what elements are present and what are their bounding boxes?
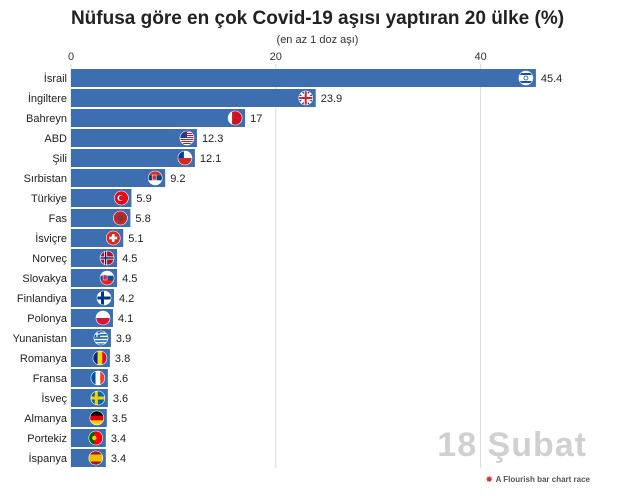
category-label: Finlandiya <box>17 293 68 305</box>
bar <box>71 169 166 187</box>
category-label: Almanya <box>24 413 68 425</box>
category-label: Fas <box>49 213 68 225</box>
serbia-flag-icon <box>147 170 163 186</box>
norway-flag-icon <box>99 250 115 266</box>
value-label: 3.4 <box>111 433 126 445</box>
bar-row: İngiltere 23.9 <box>28 89 342 107</box>
bar-row: Norveç 4.5 <box>32 249 137 267</box>
x-tick-label: 0 <box>68 51 74 63</box>
bar-row: İsveç 3.6 <box>41 389 128 407</box>
chart-subtitle: (en az 1 doz aşı) <box>276 34 359 46</box>
morocco-flag-icon <box>113 210 128 226</box>
category-label: Şili <box>52 153 67 165</box>
category-label: ABD <box>44 133 67 145</box>
bar <box>71 89 316 107</box>
value-label: 5.9 <box>136 193 151 205</box>
bar <box>71 149 195 167</box>
bar-row: Fas 5.8 <box>49 209 151 227</box>
category-label: Norveç <box>32 253 67 265</box>
romania-flag-icon <box>92 350 108 366</box>
chart-title: Nüfusa göre en çok Covid-19 aşısı yaptır… <box>70 8 565 29</box>
bar-row: Polonya 4.1 <box>27 309 133 327</box>
value-label: 12.3 <box>202 133 223 145</box>
bar-row: Sırbistan 9.2 <box>24 169 186 187</box>
category-label: İsrail <box>44 72 67 85</box>
bar-row: Fransa 3.6 <box>33 369 128 387</box>
value-label: 3.6 <box>113 393 128 405</box>
x-tick-label: 20 <box>270 51 282 63</box>
bar-row: Bahreyn 17 <box>26 109 262 127</box>
bar-row: Finlandiya 4.2 <box>17 289 134 307</box>
value-label: 4.2 <box>119 293 134 305</box>
value-label: 3.9 <box>116 333 131 345</box>
usa-flag-icon <box>179 130 195 146</box>
turkey-flag-icon <box>114 190 129 206</box>
category-label: Fransa <box>33 373 68 385</box>
value-label: 3.5 <box>112 413 127 425</box>
bar-row: Şili 12.1 <box>52 149 221 167</box>
category-label: Sırbistan <box>24 173 67 185</box>
israel-flag-icon <box>518 70 534 86</box>
category-label: Polonya <box>27 313 68 325</box>
bar-row: ABD 12.3 <box>44 129 223 147</box>
x-tick-label: 40 <box>474 51 486 63</box>
bar-row: İsrail 45.4 <box>44 69 562 87</box>
bar <box>71 69 536 87</box>
slovakia-flag-icon <box>99 270 115 286</box>
spain-flag-icon <box>88 450 104 466</box>
bar-row: Portekiz 3.4 <box>27 429 126 447</box>
category-label: Bahreyn <box>26 113 67 125</box>
category-label: İspanya <box>28 452 67 465</box>
flourish-credit[interactable]: ✸ A Flourish bar chart race <box>486 475 590 484</box>
category-label: Romanya <box>20 353 68 365</box>
category-label: İngiltere <box>28 92 67 105</box>
value-label: 23.9 <box>321 93 342 105</box>
chile-flag-icon <box>177 150 193 166</box>
portugal-flag-icon <box>88 430 104 446</box>
bar-row: Slovakya 4.5 <box>22 269 137 287</box>
credit-text: A Flourish bar chart race <box>495 475 590 484</box>
category-label: İsviçre <box>35 232 67 245</box>
value-label: 3.6 <box>113 373 128 385</box>
finland-flag-icon <box>96 290 112 306</box>
germany-flag-icon <box>89 410 105 426</box>
value-label: 17 <box>250 113 262 125</box>
date-label: 18 Şubat <box>437 426 587 464</box>
bar-row: Almanya 3.5 <box>24 409 127 427</box>
greece-flag-icon <box>93 330 109 346</box>
value-label: 5.8 <box>135 213 150 225</box>
sweden-flag-icon <box>90 390 106 406</box>
value-label: 4.1 <box>118 313 133 325</box>
value-label: 4.5 <box>122 253 137 265</box>
bar-row: İspanya 3.4 <box>28 449 126 467</box>
value-label: 45.4 <box>541 73 562 85</box>
bar <box>71 129 197 147</box>
bar-row: Türkiye 5.9 <box>31 189 152 207</box>
category-label: Portekiz <box>27 433 67 445</box>
bar-row: Romanya 3.8 <box>20 349 130 367</box>
value-label: 9.2 <box>170 173 185 185</box>
value-label: 4.5 <box>122 273 137 285</box>
value-label: 3.8 <box>115 353 130 365</box>
category-label: Yunanistan <box>13 333 67 345</box>
poland-flag-icon <box>95 310 111 326</box>
bar-row: Yunanistan 3.9 <box>13 329 131 347</box>
france-flag-icon <box>90 370 106 386</box>
uk-flag-icon <box>298 90 314 106</box>
value-label: 12.1 <box>200 153 221 165</box>
bahrain-flag-icon <box>227 110 243 126</box>
category-label: Türkiye <box>31 193 67 205</box>
bar <box>71 109 246 127</box>
switzerland-flag-icon <box>105 230 121 246</box>
bar-row: İsviçre 5.1 <box>35 229 144 247</box>
value-label: 3.4 <box>111 453 126 465</box>
category-label: Slovakya <box>22 273 68 285</box>
value-label: 5.1 <box>128 233 143 245</box>
flourish-logo-icon: ✸ <box>485 475 493 484</box>
category-label: İsveç <box>41 392 67 405</box>
